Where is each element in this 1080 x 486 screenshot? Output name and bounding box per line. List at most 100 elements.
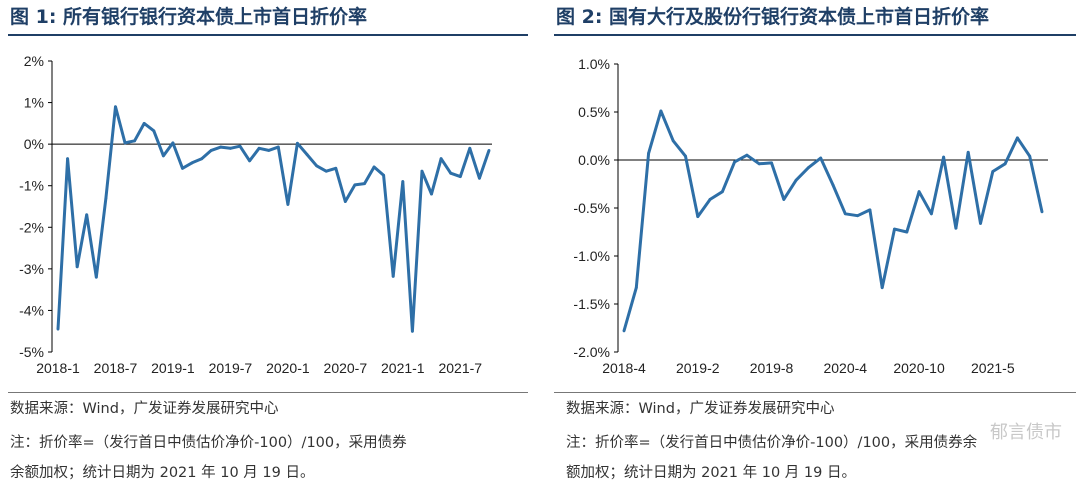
x-tick-label: 2021-5 [971,360,1015,376]
x-tick-label: 2019-8 [750,360,794,376]
data-point [831,183,835,187]
data-point [75,265,79,269]
data-point [868,208,872,212]
data-point [929,212,933,216]
data-point [238,144,242,148]
data-point [979,221,982,225]
y-tick-label: 0.5% [578,104,610,120]
data-point [181,166,184,170]
data-point [478,176,481,180]
x-tick-label: 2020-4 [823,360,867,376]
y-tick-label: 0% [24,136,44,152]
data-point [905,230,909,234]
data-point [391,274,395,278]
y-tick-label: 1.0% [578,56,610,72]
data-point [142,121,146,125]
x-tick-label: 2019-7 [209,360,253,376]
data-point [708,197,712,201]
data-point [410,329,414,333]
y-tick-label: -1% [19,178,44,194]
source-text: 数据来源：Wind，广发证券发展研究中心 [10,401,279,417]
x-tick-label: 2020-1 [266,360,310,376]
data-point [161,154,165,158]
data-point [671,139,675,143]
y-tick-label: -2.0% [573,344,610,360]
y-tick-label: -1.0% [573,248,610,264]
data-point [305,153,309,156]
data-point [430,192,433,196]
line-chart-1: -5% -4% -3% -2% -1% 0% 1% 2% 2018-1 2018-7 2019-1 2… [19,53,492,376]
data-point [917,190,921,194]
data-point [123,141,127,145]
data-point [324,169,328,173]
note-line-2: 额加权；统计日期为 2021 年 10 月 19 日。 [566,465,856,481]
data-point [770,161,773,165]
data-point [745,153,749,157]
data-point [56,327,60,331]
data-point [286,203,290,206]
x-tick-label: 2021-1 [381,360,425,376]
data-point [634,286,638,290]
x-tick-label: 2020-10 [893,360,945,376]
x-tick-label: 2021-7 [438,360,482,376]
note-line-1: 注：折价率=（发行首日中债估价净价-100）/100，采用债券 [10,435,407,451]
y-tick-label: 1% [24,95,44,111]
y-tick-label: -5% [19,344,44,360]
title-rule [554,34,1076,36]
data-point [942,155,946,159]
y-tick-label: -2% [19,219,44,235]
data-point [843,212,847,216]
y-tick-label: -0.5% [573,200,610,216]
chart-title: 图 2: 国有大行及股份行银行资本债上市首日折价率 [556,6,990,28]
title-rule [8,34,528,36]
data-point [229,146,232,150]
data-point [458,175,462,178]
data-point [856,214,859,218]
data-point [659,109,663,113]
data-point [171,141,175,145]
note-line-1: 注：折价率=（发行首日中债估价净价-100）/100，采用债券余 [566,435,978,451]
data-point [276,145,280,149]
data-point [696,215,700,219]
y-tick-label: -3% [19,261,44,277]
data-point [1016,136,1019,140]
data-point [720,190,724,194]
data-point [343,200,347,203]
data-point [257,146,261,150]
data-point [372,165,376,169]
data-point [622,329,626,333]
line-chart-2: -2.0% -1.5% -1.0% -0.5% 0.0% 0.5% 1.0% 2018-4 20… [573,56,1048,376]
data-point [954,226,958,230]
data-point [401,180,405,183]
data-point [794,178,798,182]
x-tick-label: 2018-4 [602,360,646,376]
chart-title: 图 1: 所有银行银行资本债上市首日折价率 [10,6,368,28]
x-tick-label: 2019-2 [676,360,720,376]
data-point [893,227,896,231]
bottom-rule [8,392,528,393]
data-point [880,286,884,290]
data-point [420,169,424,173]
data-point [647,151,650,155]
bottom-rule [554,392,1076,393]
data-point [991,170,995,173]
data-point [1003,162,1007,166]
y-tick-label: 0.0% [578,152,610,168]
data-point [104,196,108,200]
y-tick-label: -4% [19,302,44,318]
data-point [190,161,194,165]
data-point [684,154,687,158]
data-point [267,148,271,152]
data-point [733,160,737,164]
chart-panel-2: 图 2: 国有大行及股份行银行资本债上市首日折价率 -2.0% -1.5% -1.0… [552,0,1080,486]
data-point [807,166,810,170]
data-point [334,166,338,170]
note-line-2: 余额加权；统计日期为 2021 年 10 月 19 日。 [10,465,315,481]
data-point [439,157,443,161]
data-point [353,183,357,187]
series-line [56,105,491,333]
data-point [966,150,970,154]
source-text: 数据来源：Wind，广发证券发展研究中心 [566,401,835,417]
data-point [468,146,472,150]
data-point [782,197,786,201]
